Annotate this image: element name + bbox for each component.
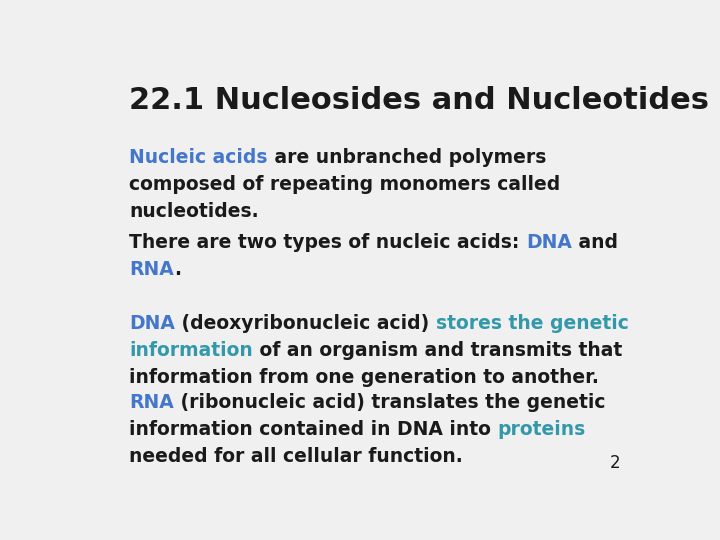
Text: information from one generation to another.: information from one generation to anoth… <box>129 368 599 387</box>
Text: There are two types of nucleic acids:: There are two types of nucleic acids: <box>129 233 526 252</box>
Text: needed for all cellular function.: needed for all cellular function. <box>129 447 463 467</box>
Text: DNA: DNA <box>526 233 572 252</box>
Text: 22.1 Nucleosides and Nucleotides (1): 22.1 Nucleosides and Nucleotides (1) <box>129 85 720 114</box>
Text: proteins: proteins <box>498 420 585 440</box>
Text: information: information <box>129 341 253 360</box>
Text: .: . <box>174 260 181 279</box>
Text: Nucleic acids: Nucleic acids <box>129 148 268 167</box>
Text: 2: 2 <box>609 454 620 472</box>
Text: DNA: DNA <box>129 314 175 333</box>
Text: stores the genetic: stores the genetic <box>436 314 629 333</box>
Text: information contained in DNA into: information contained in DNA into <box>129 420 498 440</box>
Text: and: and <box>572 233 618 252</box>
Text: nucleotides.: nucleotides. <box>129 202 258 221</box>
Text: (deoxyribonucleic acid): (deoxyribonucleic acid) <box>175 314 436 333</box>
Text: are unbranched polymers: are unbranched polymers <box>268 148 546 167</box>
Text: RNA: RNA <box>129 393 174 412</box>
Text: composed of repeating monomers called: composed of repeating monomers called <box>129 175 560 194</box>
Text: of an organism and transmits that: of an organism and transmits that <box>253 341 622 360</box>
Text: RNA: RNA <box>129 260 174 279</box>
Text: (ribonucleic acid) translates the genetic: (ribonucleic acid) translates the geneti… <box>174 393 606 412</box>
